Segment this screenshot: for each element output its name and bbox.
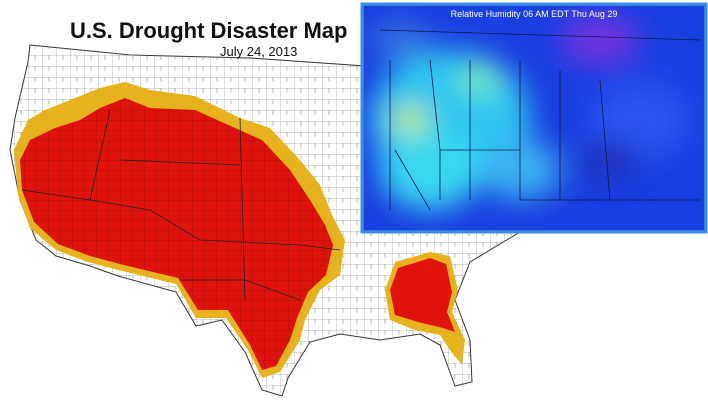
humidity-inset: Relative Humidity 06 AM EDT Thu Aug 29 [360,2,708,234]
drought-area [390,258,455,332]
inset-title: Relative Humidity 06 AM EDT Thu Aug 29 [451,9,618,19]
drought-map [9,44,522,397]
map-date: July 24, 2013 [220,44,297,59]
map-title: U.S. Drought Disaster Map [70,18,347,43]
